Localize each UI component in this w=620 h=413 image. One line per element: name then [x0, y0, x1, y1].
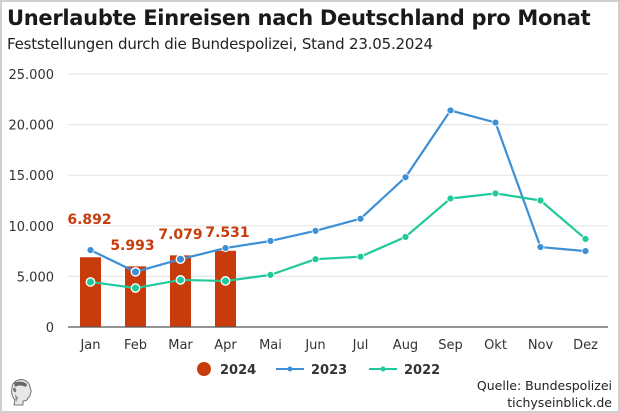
chart-subtitle: Feststellungen durch die Bundespolizei, …	[7, 35, 433, 53]
x-tick-label: Aug	[393, 338, 418, 353]
x-tick-label: Jan	[79, 338, 100, 353]
chart-title: Unerlaubte Einreisen nach Deutschland pr…	[7, 6, 591, 30]
point-2022-feb	[130, 283, 141, 293]
point-2022-jun	[311, 255, 320, 264]
x-tick-label: Feb	[124, 338, 147, 353]
data-label-2024-mar: 7.079	[158, 227, 202, 243]
line-2023	[90, 109, 586, 273]
point-2023-mar	[175, 254, 186, 265]
y-tick-label: 0	[46, 321, 54, 336]
x-tick-label: Mai	[259, 338, 282, 353]
legend-label-2022[interactable]: 2022	[404, 363, 440, 378]
point-2023-jul	[356, 214, 365, 223]
x-tick-label: Sep	[438, 338, 463, 353]
point-2022-mai	[266, 270, 275, 279]
data-label-2024-apr: 7.531	[205, 225, 249, 241]
point-2023-dez	[581, 247, 590, 256]
x-tick-label: Jun	[304, 338, 325, 353]
y-tick-label: 5.000	[17, 270, 54, 285]
x-tick-label: Apr	[214, 338, 237, 353]
point-2022-nov	[536, 196, 545, 205]
legend-marker-2022	[380, 366, 386, 372]
point-2022-jul	[356, 252, 365, 261]
source-credit: Quelle: Bundespolizei tichyseinblick.de	[477, 377, 612, 411]
data-label-2024-feb: 5.993	[110, 238, 154, 254]
point-2022-sep	[446, 194, 455, 203]
point-2023-jan	[86, 246, 95, 254]
y-tick-label: 20.000	[9, 119, 55, 134]
point-2023-feb	[130, 266, 141, 277]
point-2023-okt	[491, 118, 500, 127]
x-tick-label: Dez	[573, 338, 598, 353]
x-tick-label: Mar	[168, 338, 193, 353]
y-tick-label: 15.000	[9, 169, 55, 184]
legend-marker-2024	[197, 362, 211, 376]
source-label: Quelle: Bundespolizei	[476, 378, 612, 393]
legend-label-2023[interactable]: 2023	[311, 363, 347, 378]
point-2023-jun	[311, 226, 320, 235]
point-2022-dez	[581, 235, 590, 243]
x-tick-label: Okt	[484, 338, 507, 353]
y-tick-label: 25.000	[9, 68, 55, 83]
y-tick-label: 10.000	[9, 220, 55, 235]
data-label-2024-jan: 6.892	[67, 212, 111, 228]
x-tick-label: Nov	[528, 338, 554, 353]
point-2022-aug	[401, 233, 410, 241]
bar-2024-feb	[125, 266, 146, 327]
point-2023-sep	[446, 106, 455, 115]
legend-marker-2023	[287, 366, 293, 372]
point-2023-nov	[536, 243, 545, 251]
line-2022	[90, 192, 587, 290]
bar-2024-mar	[170, 255, 191, 327]
point-2022-mar	[175, 275, 186, 285]
point-2023-aug	[401, 173, 410, 182]
website-label: tichyseinblick.de	[507, 395, 612, 410]
x-tick-label: Jul	[352, 338, 369, 353]
bar-2024-jan	[80, 257, 101, 327]
classical-head-logo-icon	[8, 378, 34, 412]
point-2023-apr	[221, 244, 230, 252]
point-2022-okt	[491, 189, 500, 198]
point-2022-jan	[85, 277, 96, 287]
legend-label-2024[interactable]: 2024	[220, 363, 256, 378]
bar-2024-apr	[215, 250, 236, 327]
point-2023-mai	[266, 237, 275, 245]
point-2022-apr	[220, 276, 231, 286]
